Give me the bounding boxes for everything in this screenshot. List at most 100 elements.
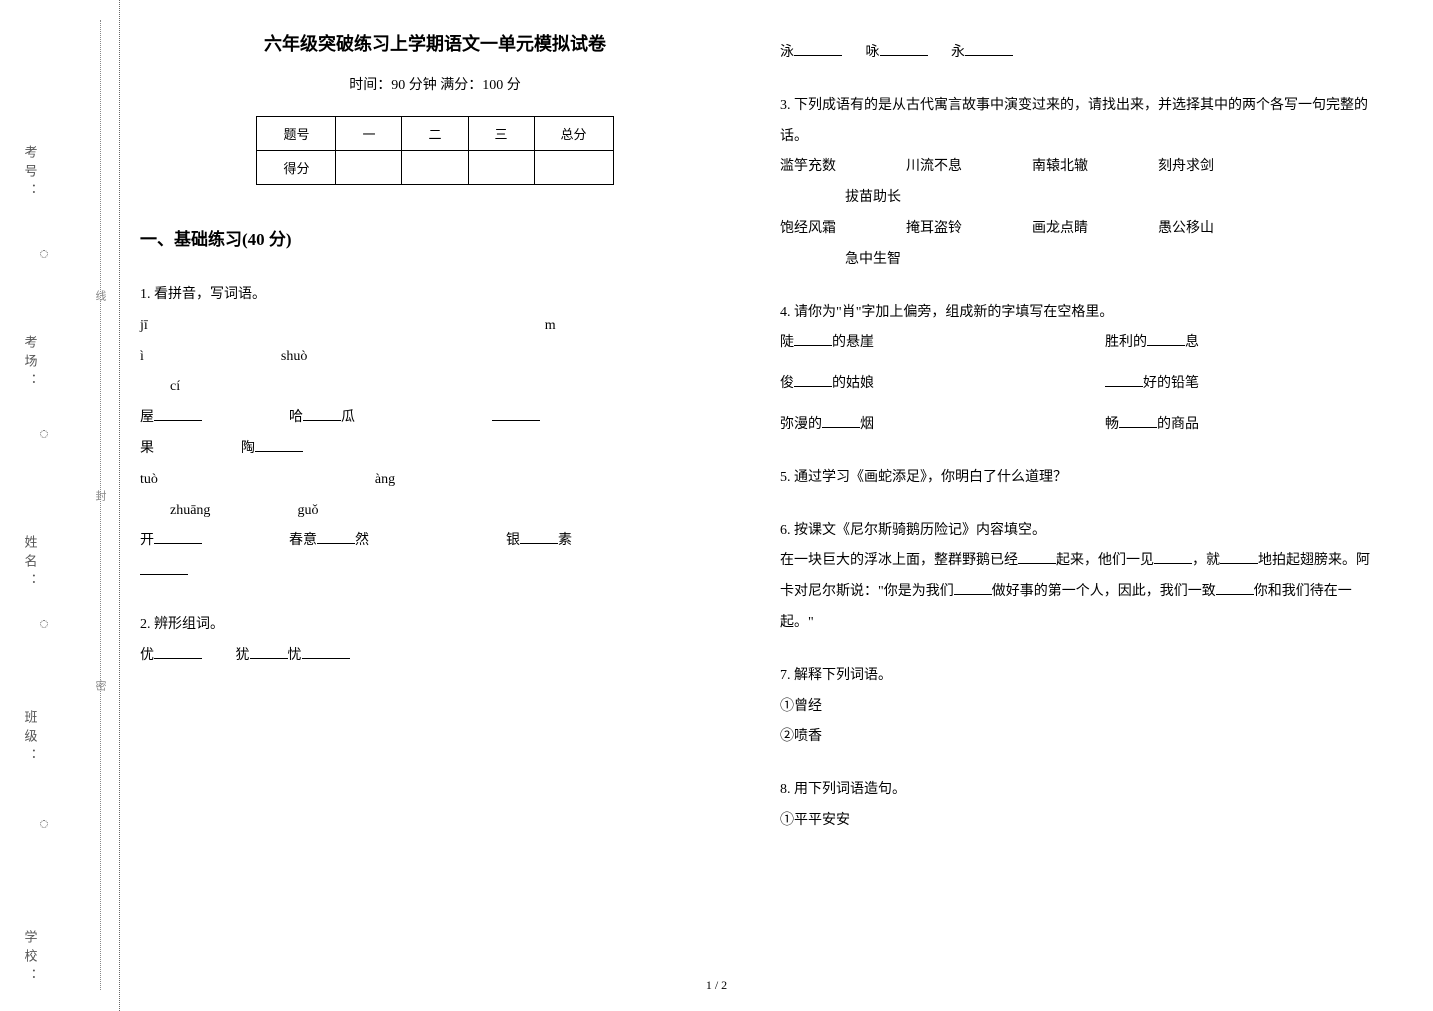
idiom: 南辕北辙 [1032,152,1088,183]
word-line: 果 陶 [140,434,730,465]
bind-text: 线 [92,290,108,301]
id-label: 考号： [21,145,40,202]
question-3: 3. 下列成语有的是从古代寓言故事中演变过来的，请找出来，并选择其中的两个各写一… [780,91,1370,276]
subtitle: 时间：90 分钟 满分：100 分 [140,74,730,94]
score-cell [402,151,468,185]
pinyin-line: jī m [140,311,730,342]
q1-prompt: 1. 看拼音，写词语。 [140,280,730,311]
char: 春意 [289,533,317,548]
q7-item: ②喷香 [780,722,1370,753]
grid-item: 胜利的息 [1105,328,1370,359]
idiom: 饱经风霜 [780,214,836,245]
pinyin: zhuāng [170,503,210,518]
idiom: 川流不息 [906,152,962,183]
header-cell: 题号 [257,117,336,151]
word-line [140,557,730,588]
char: 忧 [288,648,302,663]
q6-passage: 在一块巨大的浮冰上面，整群野鹅已经起来，他们一见，就地拍起翅膀来。阿卡对尼尔斯说… [780,546,1370,638]
grid-item: 陡的悬崖 [780,328,1045,359]
pinyin: jī [140,318,148,333]
char: 陶 [241,441,255,456]
content-area: 六年级突破练习上学期语文一单元模拟试卷 时间：90 分钟 满分：100 分 题号… [140,30,1400,859]
grid-item: 俊的姑娘 [780,369,1045,400]
q3-prompt: 3. 下列成语有的是从古代寓言故事中演变过来的，请找出来，并选择其中的两个各写一… [780,91,1370,153]
bind-circle [40,820,48,828]
idiom: 滥竽充数 [780,152,836,183]
score-cell [534,151,613,185]
q5-prompt: 5. 通过学习《画蛇添足》，你明白了什么道理？ [780,463,1370,494]
score-cell [468,151,534,185]
char: 果 [140,441,154,456]
page-number: 1 / 2 [706,978,727,993]
idiom: 愚公移山 [1158,221,1214,236]
table-row: 题号 一 二 三 总分 [257,117,613,151]
page-title: 六年级突破练习上学期语文一单元模拟试卷 [140,30,730,56]
pinyin: ì [140,349,144,364]
q8-item: ①平平安安 [780,806,1370,837]
question-7: 7. 解释下列词语。 ①曾经 ②喷香 [780,661,1370,753]
class-label: 班级： [21,710,40,767]
question-5: 5. 通过学习《画蛇添足》，你明白了什么道理？ [780,463,1370,494]
pinyin: àng [375,472,395,487]
grid-item: 好的铅笔 [1105,369,1370,400]
pinyin: cí [170,379,180,394]
bind-text: 封 [92,490,108,501]
header-cell: 总分 [534,117,613,151]
section-header: 一、基础练习(40 分) [140,225,730,250]
idiom-row: 滥竽充数 川流不息 南辕北辙 刻舟求剑 [780,152,1370,183]
pinyin: shuò [281,349,307,364]
question-1: 1. 看拼音，写词语。 jī m ì shuò cí 屋 [140,280,730,588]
pinyin-grid: jī m ì shuò cí 屋 哈 瓜 [140,311,730,588]
q4-grid: 陡的悬崖 胜利的息 俊的姑娘 好的铅笔 弥漫的烟 畅的商品 [780,328,1370,440]
char: 哈 [289,410,303,425]
q4-prompt: 4. 请你为"肖"字加上偏旁，组成新的字填写在空格里。 [780,298,1370,329]
question-8: 8. 用下列词语造句。 ①平平安安 [780,775,1370,837]
char: 咏 [866,45,880,60]
dotted-cut-line [100,20,101,990]
class-field: 班级： [5,710,55,767]
word-line: 屋 哈瓜 [140,403,730,434]
char: 泳 [780,45,794,60]
school-label: 学校： [21,930,40,987]
room-label: 考场： [21,335,40,392]
grid-item: 弥漫的烟 [780,410,1045,441]
idiom-row: 拔苗助长 [780,183,1370,214]
idiom-row: 饱经风霜 掩耳盗铃 画龙点睛 愚公移山 [780,214,1370,245]
pinyin: m [545,318,556,333]
q8-prompt: 8. 用下列词语造句。 [780,775,1370,806]
binding-margin: 学校： 班级： 姓名： 考场： 考号： 线 封 密 [30,0,120,1011]
char: 瓜 [341,410,355,425]
char: 屋 [140,410,154,425]
header-cell: 二 [402,117,468,151]
pinyin-line: ì shuò [140,342,730,373]
char: 素 [558,533,572,548]
q2-line1: 优 犹忧 [140,641,730,672]
header-cell: 三 [468,117,534,151]
q6-prompt: 6. 按课文《尼尔斯骑鹅历险记》内容填空。 [780,516,1370,547]
room-field: 考场： [5,335,55,392]
q7-prompt: 7. 解释下列词语。 [780,661,1370,692]
bind-circle [40,250,48,258]
char: 开 [140,533,154,548]
right-column: 泳 咏 永 3. 下列成语有的是从古代寓言故事中演变过来的，请找出来，并选择其中… [780,30,1370,859]
school-field: 学校： [5,930,55,987]
pinyin-line: cí [140,372,730,403]
score-cell [336,151,402,185]
pinyin-line: tuò àng [140,465,730,496]
pinyin-line: zhuāng guǒ [140,496,730,527]
char: 优 [140,648,154,663]
header-cell: 一 [336,117,402,151]
name-field: 姓名： [5,535,55,592]
char: 犹 [236,648,250,663]
char: 银 [506,533,520,548]
pinyin: guǒ [297,503,318,518]
question-4: 4. 请你为"肖"字加上偏旁，组成新的字填写在空格里。 陡的悬崖 胜利的息 俊的… [780,298,1370,441]
idiom: 刻舟求剑 [1158,159,1214,174]
id-field: 考号： [5,145,55,202]
idiom-row: 急中生智 [780,245,1370,276]
table-row: 得分 [257,151,613,185]
char: 然 [355,533,369,548]
bind-text: 密 [92,680,108,691]
question-2: 2. 辨形组词。 优 犹忧 [140,610,730,672]
grid-item: 畅的商品 [1105,410,1370,441]
